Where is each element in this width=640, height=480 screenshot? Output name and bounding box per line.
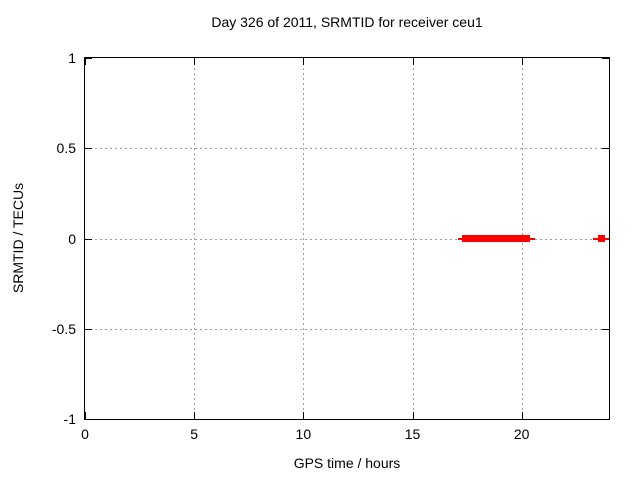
y-tick-mark [602, 419, 609, 420]
y-tick-label: -1 [63, 411, 76, 427]
x-tick-mark [303, 58, 304, 65]
x-tick-mark [522, 58, 523, 65]
y-gridline [85, 329, 609, 330]
x-tick-mark [522, 412, 523, 419]
data-marker-run [469, 235, 530, 242]
x-gridline [303, 58, 304, 419]
x-tick-mark [85, 58, 86, 65]
y-tick-label: 1 [68, 50, 76, 66]
y-tick-mark [85, 419, 92, 420]
x-tick-label: 20 [513, 426, 530, 442]
y-tick-mark [85, 239, 92, 240]
x-axis-label: GPS time / hours [293, 455, 401, 471]
x-tick-mark [413, 412, 414, 419]
y-tick-label: 0.5 [56, 140, 76, 157]
y-tick-mark [85, 58, 92, 59]
y-tick-mark [85, 329, 92, 330]
y-tick-label: -0.5 [51, 320, 76, 337]
x-tick-mark [303, 412, 304, 419]
y-gridline [85, 148, 609, 149]
y-tick-mark [602, 58, 609, 59]
x-gridline [194, 58, 195, 419]
y-tick-label: 0 [68, 230, 76, 247]
x-tick-mark [85, 412, 86, 419]
y-gridline [85, 239, 609, 240]
plot-area [84, 57, 610, 420]
y-tick-mark [602, 148, 609, 149]
x-gridline [413, 58, 414, 419]
x-tick-label: 5 [190, 426, 199, 442]
x-tick-mark [194, 58, 195, 65]
chart-title: Day 326 of 2011, SRMTID for receiver ceu… [211, 14, 483, 30]
x-tick-mark [194, 412, 195, 419]
y-tick-mark [85, 148, 92, 149]
x-tick-label: 10 [295, 426, 312, 442]
data-marker-run [462, 235, 469, 242]
x-tick-label: 15 [404, 426, 421, 442]
y-tick-mark [602, 329, 609, 330]
x-tick-label: 0 [81, 426, 89, 442]
x-tick-mark [413, 58, 414, 65]
data-marker-run [598, 235, 605, 242]
